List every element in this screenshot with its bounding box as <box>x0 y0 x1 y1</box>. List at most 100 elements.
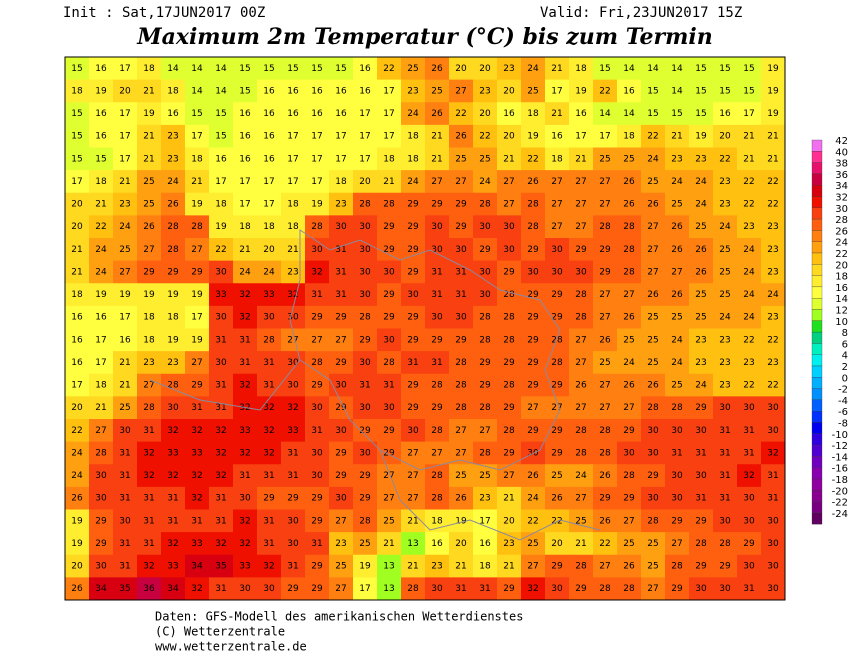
temperature-cell <box>449 283 474 307</box>
temperature-cell <box>449 305 474 329</box>
temperature-cell <box>281 373 306 397</box>
temperature-cell <box>521 102 546 126</box>
temperature-cell <box>665 260 690 284</box>
temperature-value: 19 <box>95 86 107 96</box>
temperature-value: 28 <box>623 245 635 255</box>
temperature-value: 31 <box>743 426 754 436</box>
colorbar-label: 4 <box>842 351 848 362</box>
temperature-value: 31 <box>119 448 130 458</box>
temperature-cell <box>593 305 618 329</box>
temperature-cell <box>665 396 690 420</box>
temperature-value: 31 <box>431 358 442 368</box>
temperature-cell <box>401 283 426 307</box>
temperature-value: 16 <box>71 358 83 368</box>
temperature-value: 30 <box>575 267 587 277</box>
temperature-value: 21 <box>767 154 778 164</box>
temperature-value: 20 <box>551 539 563 549</box>
temperature-value: 29 <box>743 539 755 549</box>
temperature-value: 28 <box>455 403 467 413</box>
temperature-value: 22 <box>647 132 658 142</box>
temperature-cell <box>689 102 714 126</box>
temperature-cell <box>449 486 474 510</box>
temperature-value: 27 <box>335 584 346 594</box>
temperature-value: 25 <box>647 358 658 368</box>
temperature-cell <box>329 170 354 194</box>
temperature-cell <box>161 238 186 262</box>
temperature-value: 22 <box>743 335 754 345</box>
temperature-cell <box>257 554 282 578</box>
temperature-value: 25 <box>719 267 730 277</box>
temperature-cell <box>377 260 402 284</box>
temperature-cell <box>209 260 234 284</box>
temperature-value: 30 <box>551 267 563 277</box>
temperature-value: 31 <box>215 516 226 526</box>
temperature-value: 20 <box>455 64 467 74</box>
temperature-cell <box>569 192 594 216</box>
temperature-cell <box>617 192 642 216</box>
temperature-cell <box>617 305 642 329</box>
map-frame <box>64 56 786 601</box>
temperature-value: 29 <box>431 335 443 345</box>
temperature-value: 22 <box>743 200 754 210</box>
temperature-cell <box>689 509 714 533</box>
temperature-value: 28 <box>359 516 371 526</box>
temperature-cell <box>545 192 570 216</box>
temperature-value: 16 <box>503 109 515 119</box>
temperature-value: 31 <box>215 403 226 413</box>
temperature-value: 17 <box>311 154 322 164</box>
temperature-cell <box>65 328 90 352</box>
temperature-cell <box>713 283 738 307</box>
temperature-value: 29 <box>623 494 635 504</box>
temperature-value: 31 <box>767 494 778 504</box>
temperature-cell <box>161 79 186 103</box>
temperature-value: 29 <box>695 403 707 413</box>
temperature-value: 31 <box>191 403 202 413</box>
temperature-value: 15 <box>191 109 202 119</box>
temperature-cell <box>593 532 618 556</box>
temperature-cell <box>257 102 282 126</box>
temperature-value: 32 <box>263 403 274 413</box>
temperature-value: 26 <box>647 200 659 210</box>
temperature-cell <box>185 509 210 533</box>
temperature-value: 23 <box>695 154 706 164</box>
temperature-cell <box>617 441 642 465</box>
temperature-value: 30 <box>383 403 395 413</box>
temperature-value: 29 <box>311 562 323 572</box>
temperature-value: 31 <box>287 562 298 572</box>
temperature-cell <box>233 260 258 284</box>
temperature-value: 20 <box>479 64 491 74</box>
colorbar-swatch <box>811 218 823 231</box>
temperature-cell <box>401 79 426 103</box>
temperature-value: 20 <box>71 200 83 210</box>
temperature-cell <box>209 577 234 601</box>
colorbar-label: 42 <box>835 136 848 147</box>
temperature-value: 17 <box>191 132 202 142</box>
temperature-value: 28 <box>359 200 371 210</box>
temperature-value: 28 <box>503 290 515 300</box>
temperature-cell <box>521 238 546 262</box>
temperature-value: 24 <box>743 245 755 255</box>
temperature-cell <box>593 192 618 216</box>
temperature-value: 28 <box>479 448 491 458</box>
temperature-cell <box>713 170 738 194</box>
temperature-cell <box>737 238 762 262</box>
temperature-cell <box>425 79 450 103</box>
temperature-cell <box>137 147 162 171</box>
temperature-cell <box>401 215 426 239</box>
temperature-cell <box>113 57 138 81</box>
temperature-cell <box>353 328 378 352</box>
temperature-value: 33 <box>263 290 274 300</box>
temperature-value: 16 <box>95 313 107 323</box>
temperature-cell <box>641 57 666 81</box>
temperature-cell <box>353 102 378 126</box>
temperature-value: 27 <box>191 358 202 368</box>
temperature-cell <box>665 192 690 216</box>
temperature-cell <box>281 238 306 262</box>
temperature-cell <box>737 170 762 194</box>
temperature-value: 30 <box>455 313 467 323</box>
temperature-cell <box>161 509 186 533</box>
temperature-value: 25 <box>479 154 490 164</box>
temperature-value: 31 <box>743 448 754 458</box>
temperature-value: 31 <box>407 358 418 368</box>
